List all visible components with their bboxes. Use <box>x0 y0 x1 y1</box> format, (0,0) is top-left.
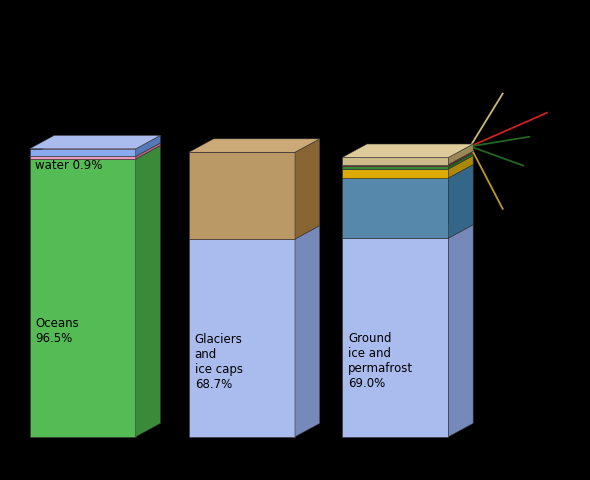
Polygon shape <box>342 151 473 165</box>
Polygon shape <box>189 152 295 239</box>
Polygon shape <box>342 178 448 238</box>
Polygon shape <box>30 145 160 159</box>
Polygon shape <box>342 153 473 166</box>
Text: Oceans
96.5%: Oceans 96.5% <box>35 317 79 345</box>
Polygon shape <box>342 165 473 178</box>
Polygon shape <box>448 156 473 178</box>
Text: Glaciers
and
ice caps
68.7%: Glaciers and ice caps 68.7% <box>195 333 242 391</box>
Polygon shape <box>448 144 473 165</box>
Polygon shape <box>342 156 473 169</box>
Polygon shape <box>136 135 160 156</box>
Polygon shape <box>189 239 295 437</box>
Text: Ground-
water
30.1%: Ground- water 30.1% <box>195 184 242 228</box>
Polygon shape <box>342 166 448 169</box>
Polygon shape <box>295 226 320 437</box>
Polygon shape <box>342 144 473 157</box>
Polygon shape <box>342 238 448 437</box>
Polygon shape <box>189 139 320 152</box>
Polygon shape <box>342 157 448 165</box>
Text: Ground
ice and
permafrost
69.0%: Ground ice and permafrost 69.0% <box>348 332 413 390</box>
Polygon shape <box>30 149 136 156</box>
Polygon shape <box>295 139 320 239</box>
Polygon shape <box>30 159 136 437</box>
Polygon shape <box>342 225 473 238</box>
Polygon shape <box>448 151 473 166</box>
Polygon shape <box>136 143 160 159</box>
Polygon shape <box>30 135 160 149</box>
Text: Other saline
water 0.9%: Other saline water 0.9% <box>35 144 108 172</box>
Polygon shape <box>448 165 473 238</box>
Polygon shape <box>342 165 448 166</box>
Polygon shape <box>342 169 448 178</box>
Polygon shape <box>189 226 320 239</box>
Text: Lakes
20.9%: Lakes 20.9% <box>348 201 385 229</box>
Polygon shape <box>448 225 473 437</box>
Polygon shape <box>136 145 160 437</box>
Polygon shape <box>30 143 160 156</box>
Polygon shape <box>30 156 136 159</box>
Polygon shape <box>448 153 473 169</box>
